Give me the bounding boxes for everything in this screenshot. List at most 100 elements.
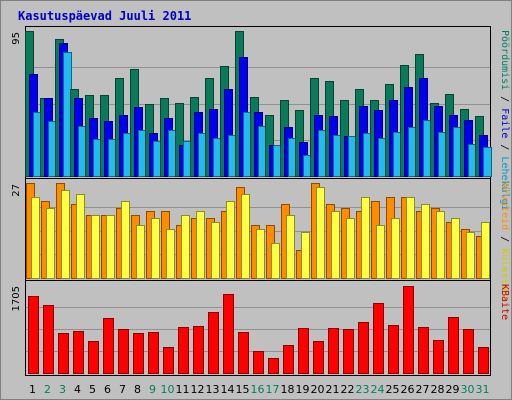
bar-arvuteid-day-31 — [481, 222, 490, 279]
x-tick-label-24: 24 — [371, 383, 385, 396]
bar-arvuteid-day-1 — [31, 197, 40, 279]
x-tick-label-17: 17 — [266, 383, 280, 396]
bar-kbaite-day-7 — [118, 329, 129, 374]
bar-arvuteid-day-30 — [466, 232, 475, 279]
x-tick-label-7: 7 — [119, 383, 126, 396]
x-tick-label-31: 31 — [476, 383, 490, 396]
bar-arvuteid-day-12 — [196, 211, 205, 279]
bar-kbaite-day-9 — [148, 332, 159, 374]
bar-arvuteid-day-18 — [286, 215, 295, 279]
legend-part: Faile — [499, 108, 510, 138]
x-tick-label-22: 22 — [341, 383, 355, 396]
x-tick-label-25: 25 — [386, 383, 400, 396]
x-tick-label-26: 26 — [401, 383, 415, 396]
legend-part: Arvuteid — [499, 182, 510, 230]
bar-kbaite-day-30 — [463, 329, 474, 374]
x-tick-label-11: 11 — [176, 383, 190, 396]
bar-kbaite-day-15 — [238, 332, 249, 374]
bar-arvuteid-day-3 — [61, 190, 70, 279]
bar-arvuteid-day-23 — [361, 197, 370, 279]
bar-kbaite-day-23 — [358, 322, 369, 374]
legend-part: KBaite — [499, 284, 510, 320]
bar-arvuteid-day-2 — [46, 208, 55, 279]
bar-kbaite-day-25 — [388, 325, 399, 374]
bar-kbaite-day-2 — [43, 305, 54, 374]
bar-kbaite-day-4 — [73, 331, 84, 374]
bar-kbaite-day-6 — [103, 318, 114, 374]
x-tick-label-12: 12 — [191, 383, 205, 396]
bar-arvuteid-day-7 — [121, 201, 130, 279]
y-max-label: 27 — [11, 184, 22, 197]
legend-part: / — [499, 138, 510, 156]
bar-kbaite-day-22 — [343, 329, 354, 374]
series-legend: Pöördumisi / Faile / Lehekülgi — [499, 30, 510, 211]
bar-kbaite-day-29 — [448, 317, 459, 374]
bar-arvuteid-day-21 — [331, 211, 340, 279]
bar-kbaite-day-13 — [208, 312, 219, 374]
bar-arvuteid-day-5 — [91, 215, 100, 279]
x-tick-label-3: 3 — [59, 383, 66, 396]
bar-arvuteid-day-24 — [376, 225, 385, 279]
bar-arvuteid-day-17 — [271, 243, 280, 279]
bar-arvuteid-day-25 — [391, 218, 400, 279]
x-tick-label-2: 2 — [44, 383, 51, 396]
bar-arvuteid-day-28 — [436, 211, 445, 279]
legend-part: / — [499, 90, 510, 108]
x-tick-label-5: 5 — [89, 383, 96, 396]
panel-border — [25, 280, 491, 376]
bar-arvuteid-day-9 — [151, 218, 160, 279]
bar-kbaite-day-1 — [28, 296, 39, 374]
x-tick-label-18: 18 — [281, 383, 295, 396]
bar-arvuteid-day-10 — [166, 229, 175, 279]
bar-kbaite-day-21 — [328, 328, 339, 374]
bar-kbaite-day-20 — [313, 341, 324, 374]
bar-kbaite-day-3 — [58, 333, 69, 374]
bar-arvuteid-day-8 — [136, 225, 145, 279]
bar-arvuteid-day-19 — [301, 232, 310, 279]
x-tick-label-1: 1 — [29, 383, 36, 396]
bar-arvuteid-day-15 — [241, 194, 250, 279]
x-tick-label-6: 6 — [104, 383, 111, 396]
bar-kbaite-day-14 — [223, 294, 234, 374]
x-tick-label-13: 13 — [206, 383, 220, 396]
y-max-label: 1705 — [11, 286, 22, 311]
bar-kbaite-day-31 — [478, 347, 489, 374]
bar-arvuteid-day-22 — [346, 218, 355, 279]
bar-arvuteid-day-11 — [181, 215, 190, 279]
x-tick-label-4: 4 — [74, 383, 81, 396]
legend-part: Pöördumisi — [499, 30, 510, 90]
bar-lehekülgi-day-31 — [483, 147, 492, 177]
bar-arvuteid-day-20 — [316, 187, 325, 279]
x-tick-label-9: 9 — [149, 383, 156, 396]
bar-kbaite-day-12 — [193, 326, 204, 374]
x-tick-label-19: 19 — [296, 383, 310, 396]
x-tick-label-21: 21 — [326, 383, 340, 396]
x-tick-label-15: 15 — [236, 383, 250, 396]
bar-arvuteid-day-16 — [256, 229, 265, 279]
bar-arvuteid-day-6 — [106, 215, 115, 279]
series-legend: KBaite — [499, 284, 510, 320]
y-max-label: 95 — [11, 32, 22, 45]
x-tick-label-14: 14 — [221, 383, 235, 396]
bar-arvuteid-day-26 — [406, 197, 415, 279]
bar-arvuteid-day-27 — [421, 204, 430, 279]
x-tick-label-20: 20 — [311, 383, 325, 396]
bar-kbaite-day-10 — [163, 347, 174, 374]
x-tick-label-16: 16 — [251, 383, 265, 396]
bar-kbaite-day-16 — [253, 351, 264, 374]
bar-arvuteid-day-29 — [451, 218, 460, 279]
x-tick-label-8: 8 — [134, 383, 141, 396]
x-tick-label-23: 23 — [356, 383, 370, 396]
bar-kbaite-day-5 — [88, 341, 99, 374]
bar-kbaite-day-11 — [178, 327, 189, 374]
bar-arvuteid-day-4 — [76, 194, 85, 279]
legend-part: / — [499, 230, 510, 248]
bar-kbaite-day-18 — [283, 345, 294, 374]
x-tick-label-28: 28 — [431, 383, 445, 396]
legend-part: Lehekülgi — [499, 156, 510, 210]
bar-kbaite-day-19 — [298, 328, 309, 374]
legend-part: Külastusi — [499, 248, 510, 302]
bar-kbaite-day-8 — [133, 333, 144, 374]
bar-kbaite-day-28 — [433, 340, 444, 374]
